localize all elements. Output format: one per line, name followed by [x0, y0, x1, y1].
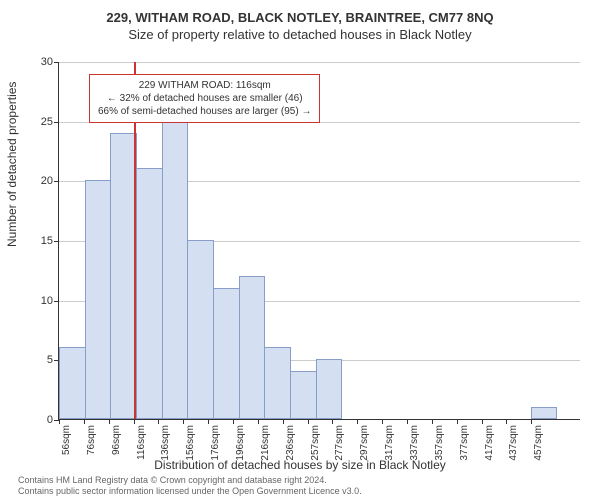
x-tick-label: 136sqm [160, 425, 171, 461]
histogram-bar [264, 347, 291, 419]
y-axis-label: Number of detached properties [5, 82, 19, 247]
x-tick-mark [357, 419, 358, 424]
x-tick-mark [432, 419, 433, 424]
x-tick-label: 257sqm [310, 425, 321, 461]
footer-line1: Contains HM Land Registry data © Crown c… [18, 475, 362, 487]
x-tick-mark [208, 419, 209, 424]
x-tick-label: 56sqm [61, 425, 72, 455]
x-tick-label: 377sqm [459, 425, 470, 461]
x-tick-label: 277sqm [334, 425, 345, 461]
y-tick-label: 25 [29, 116, 53, 128]
x-tick-mark [382, 419, 383, 424]
x-tick-mark [332, 419, 333, 424]
histogram-bar [316, 359, 343, 419]
x-tick-mark [308, 419, 309, 424]
histogram-bar [239, 276, 266, 419]
y-tick-label: 10 [29, 295, 53, 307]
annotation-line2: ← 32% of detached houses are smaller (46… [98, 92, 311, 105]
x-tick-label: 337sqm [409, 425, 420, 461]
x-tick-mark [258, 419, 259, 424]
y-tick-label: 20 [29, 175, 53, 187]
plot-area: 051015202530 56sqm76sqm96sqm116sqm136sqm… [58, 62, 580, 420]
x-tick-mark [233, 419, 234, 424]
x-axis-label: Distribution of detached houses by size … [0, 458, 600, 472]
x-tick-mark [84, 419, 85, 424]
x-tick-label: 317sqm [384, 425, 395, 461]
histogram-bar [290, 371, 317, 419]
histogram-bar [85, 180, 112, 419]
x-tick-label: 417sqm [484, 425, 495, 461]
x-tick-label: 216sqm [260, 425, 271, 461]
x-tick-mark [457, 419, 458, 424]
x-tick-label: 116sqm [136, 425, 147, 460]
x-tick-label: 457sqm [533, 425, 544, 461]
x-tick-label: 236sqm [285, 425, 296, 461]
x-tick-label: 96sqm [111, 425, 122, 455]
x-tick-label: 156sqm [185, 425, 196, 461]
footer-text: Contains HM Land Registry data © Crown c… [18, 475, 362, 498]
y-tick-label: 5 [29, 354, 53, 366]
x-tick-label: 176sqm [210, 425, 221, 461]
x-tick-label: 76sqm [86, 425, 97, 455]
x-tick-mark [59, 419, 60, 424]
x-tick-mark [158, 419, 159, 424]
annotation-line1: 229 WITHAM ROAD: 116sqm [98, 79, 311, 92]
x-tick-label: 196sqm [235, 425, 246, 461]
chart-container: 229, WITHAM ROAD, BLACK NOTLEY, BRAINTRE… [0, 10, 600, 500]
x-tick-mark [506, 419, 507, 424]
chart-title-sub: Size of property relative to detached ho… [0, 27, 600, 42]
y-tick-label: 30 [29, 56, 53, 68]
x-tick-mark [134, 419, 135, 424]
x-tick-mark [183, 419, 184, 424]
y-tick-label: 15 [29, 235, 53, 247]
histogram-bar [531, 407, 558, 419]
x-tick-mark [283, 419, 284, 424]
histogram-bar [213, 288, 240, 419]
x-tick-mark [407, 419, 408, 424]
histogram-bar [187, 240, 214, 419]
x-tick-mark [531, 419, 532, 424]
annotation-line3: 66% of semi-detached houses are larger (… [98, 105, 311, 118]
chart-title-main: 229, WITHAM ROAD, BLACK NOTLEY, BRAINTRE… [0, 10, 600, 25]
histogram-bar [162, 121, 189, 419]
x-tick-mark [109, 419, 110, 424]
x-tick-label: 357sqm [434, 425, 445, 461]
y-tick-label: 0 [29, 414, 53, 426]
footer-line2: Contains public sector information licen… [18, 486, 362, 498]
histogram-bar [59, 347, 86, 419]
x-tick-label: 437sqm [508, 425, 519, 461]
histogram-bar [136, 168, 163, 419]
annotation-box: 229 WITHAM ROAD: 116sqm ← 32% of detache… [89, 74, 320, 123]
x-tick-label: 297sqm [359, 425, 370, 461]
x-tick-mark [482, 419, 483, 424]
